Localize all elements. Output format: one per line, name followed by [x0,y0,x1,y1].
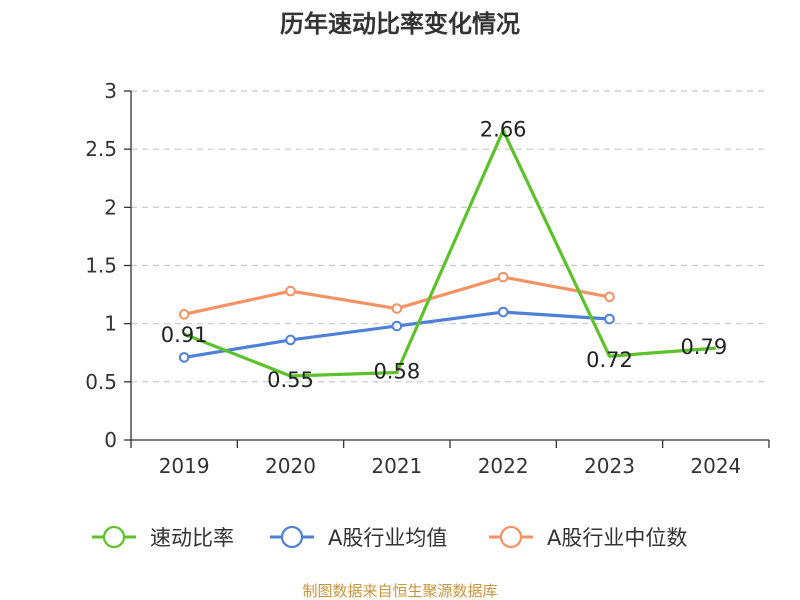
series-line-0 [183,128,716,378]
legend-marker [280,525,304,549]
axes: 0 0.5 1 1.5 2 2.5 3 2019 2020 2021 2022 2023 2024 [85,79,770,478]
series-point-2[interactable] [391,303,403,314]
series-point-2[interactable] [497,271,509,283]
legend-label: 速动比率 [150,526,234,550]
data-label: 0.79 [680,335,727,359]
x-tick-label: 2021 [371,454,422,478]
data-label: 0.72 [586,348,633,372]
y-tick-label: 3 [104,79,117,103]
legend-item-1[interactable]: A股行业均值 [270,525,447,550]
y-tick-label: 2 [104,195,117,219]
x-tick-label: 2023 [584,454,635,478]
x-tick-label: 2022 [478,454,529,478]
legend-marker [102,525,126,549]
source-note: 制图数据来自恒生聚源数据库 [302,582,497,600]
legend-item-2[interactable]: A股行业中位数 [489,525,687,550]
grid [131,90,769,383]
series-point-1[interactable] [497,306,509,318]
chart-title: 历年速动比率变化情况 [280,10,520,38]
series-point-2[interactable] [285,285,296,297]
x-tick-label: 2020 [265,454,316,478]
data-label: 2.66 [480,118,527,142]
y-tick-label: 0.5 [85,370,117,394]
x-tick-label: 2019 [159,454,210,478]
data-label: 0.55 [267,368,314,392]
legend-marker [499,525,523,549]
series-point-1[interactable] [391,320,403,332]
data-label: 0.91 [161,323,208,347]
series-point-1[interactable] [178,352,190,363]
x-tick-label: 2024 [690,454,741,478]
series-layer [178,128,716,378]
y-tick-label: 0 [104,428,117,452]
y-tick-label: 1.5 [85,254,117,278]
y-tick-label: 1 [104,312,117,336]
legend-item-0[interactable]: 速动比率 [92,525,234,550]
series-point-2[interactable] [604,291,615,303]
series-line-1 [183,310,610,359]
data-label: 0.58 [373,360,420,384]
legend-label: A股行业中位数 [547,526,687,550]
series-point-2[interactable] [178,309,190,320]
legend[interactable]: 速动比率 A股行业均值 A股行业中位数 [92,525,687,550]
series-point-1[interactable] [604,313,615,325]
series-point-1[interactable] [285,334,296,346]
data-labels: 0.91 0.55 0.58 2.66 0.72 0.79 [161,118,727,392]
legend-label: A股行业均值 [328,526,447,550]
y-tick-label: 2.5 [85,137,117,161]
